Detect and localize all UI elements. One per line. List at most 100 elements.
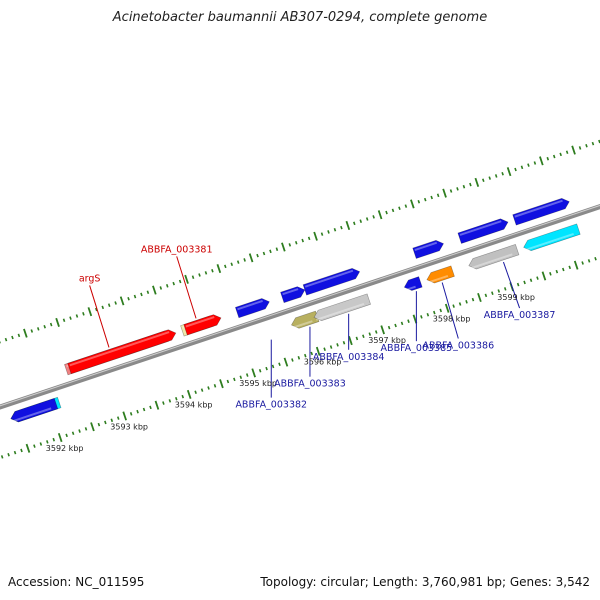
major-tick xyxy=(477,292,482,303)
minor-tick xyxy=(327,230,330,234)
minor-tick xyxy=(168,399,172,403)
major-tick xyxy=(23,328,28,338)
gene-feature-003386-b[interactable] xyxy=(426,265,455,284)
gene-feature-blue-left[interactable] xyxy=(10,398,59,423)
minor-tick xyxy=(514,167,517,172)
gene-arrow[interactable] xyxy=(235,298,270,319)
gene-arrow-shine xyxy=(459,220,502,236)
backbone-line xyxy=(0,203,600,410)
minor-tick xyxy=(559,152,562,157)
minor-tick xyxy=(449,189,453,193)
gene-arrow-shine xyxy=(414,241,438,251)
gene-feature-right-cyan[interactable] xyxy=(523,223,581,252)
gene-feature-argS-cds[interactable] xyxy=(67,329,177,375)
minor-tick xyxy=(471,297,475,302)
minor-tick xyxy=(198,273,201,277)
gene-arrow[interactable] xyxy=(280,286,306,304)
gene-label[interactable]: ABBFA_003383 xyxy=(274,379,346,390)
backbone-highlight xyxy=(0,204,600,407)
minor-tick xyxy=(162,401,165,405)
minor-tick xyxy=(194,390,197,395)
minor-tick xyxy=(224,264,227,269)
gene-arrow-shine xyxy=(470,253,513,270)
leader-line xyxy=(441,282,459,339)
minor-tick xyxy=(323,347,326,351)
minor-tick xyxy=(385,210,388,215)
minor-tick xyxy=(430,195,433,200)
gene-label[interactable]: ABBFA_003387 xyxy=(484,310,556,321)
minor-tick xyxy=(387,325,391,330)
minor-tick xyxy=(340,225,343,230)
minor-tick xyxy=(265,366,268,371)
gene-feature-right-blue[interactable] xyxy=(512,198,570,226)
tick-label: 3596 kbp xyxy=(304,358,342,367)
gene-label[interactable]: ABBFA_003386 xyxy=(422,341,494,352)
gene-arrow-shine xyxy=(304,269,354,288)
leader-line xyxy=(502,261,521,309)
minor-tick xyxy=(75,314,79,318)
minor-tick xyxy=(436,193,440,198)
gene-arrow[interactable] xyxy=(468,243,520,270)
minor-tick xyxy=(353,221,356,226)
gene-label[interactable]: ABBFA_003381 xyxy=(141,244,213,255)
gene-feature-003387-a[interactable] xyxy=(457,218,509,244)
minor-tick xyxy=(239,375,243,379)
gene-arrow[interactable] xyxy=(10,398,59,423)
major-tick xyxy=(348,336,353,346)
gene-label[interactable]: ABBFA_003382 xyxy=(235,400,307,411)
gene-feature-003387-b[interactable] xyxy=(468,243,520,270)
gene-arrow[interactable] xyxy=(67,329,177,375)
minor-tick xyxy=(497,289,501,293)
gene-label[interactable]: ABBFA_003385 xyxy=(381,343,453,354)
gene-label[interactable]: argS xyxy=(79,273,101,284)
minor-tick xyxy=(65,433,68,438)
minor-tick xyxy=(546,156,550,161)
gene-feature-003384-b[interactable] xyxy=(313,293,371,322)
major-tick xyxy=(541,271,547,281)
gene-feature-003383-b[interactable] xyxy=(291,310,320,329)
major-tick xyxy=(57,432,63,443)
gene-label[interactable]: ABBFA_003384 xyxy=(313,352,385,363)
tick-label: 3597 kbp xyxy=(368,336,406,345)
gene-arrow[interactable] xyxy=(523,223,581,252)
major-tick xyxy=(122,411,127,421)
gene-arrow[interactable] xyxy=(426,265,455,284)
minor-tick xyxy=(501,172,504,176)
minor-tick xyxy=(49,322,53,327)
gene-arrow[interactable] xyxy=(403,276,423,291)
minor-tick xyxy=(581,261,584,265)
gene-feature-003384-a[interactable] xyxy=(302,268,361,296)
minor-tick xyxy=(372,215,375,219)
major-tick xyxy=(506,167,512,177)
gene-feature-003381-cds[interactable] xyxy=(183,314,222,336)
minor-tick xyxy=(462,184,466,189)
gene-feature-003383-a[interactable] xyxy=(280,286,306,304)
gene-arrow[interactable] xyxy=(291,310,320,329)
gene-feature-003386-a[interactable] xyxy=(412,240,444,259)
minor-tick xyxy=(136,409,139,414)
gene-feature-003382[interactable] xyxy=(235,298,270,319)
gene-arrow-shine xyxy=(514,199,563,218)
minor-tick xyxy=(107,303,111,307)
minor-tick xyxy=(7,452,10,457)
accession-text: Accession: NC_011595 xyxy=(8,575,145,589)
gene-arrow[interactable] xyxy=(313,293,371,322)
minor-tick xyxy=(456,187,459,191)
gene-arrow[interactable] xyxy=(457,218,509,244)
gene-arrow-shine xyxy=(185,316,215,328)
minor-tick xyxy=(465,300,468,304)
minor-tick xyxy=(30,329,34,333)
minor-tick xyxy=(233,377,236,382)
gene-arrow[interactable] xyxy=(412,240,444,259)
minor-tick xyxy=(175,396,178,401)
minor-tick xyxy=(43,324,46,329)
major-tick xyxy=(281,242,286,252)
gene-feature-003385[interactable] xyxy=(403,276,423,291)
gene-arrow[interactable] xyxy=(512,198,570,226)
gene-arrow[interactable] xyxy=(183,314,222,336)
minor-tick xyxy=(426,312,430,317)
minor-tick xyxy=(491,291,494,295)
gene-arrow[interactable] xyxy=(302,268,361,296)
